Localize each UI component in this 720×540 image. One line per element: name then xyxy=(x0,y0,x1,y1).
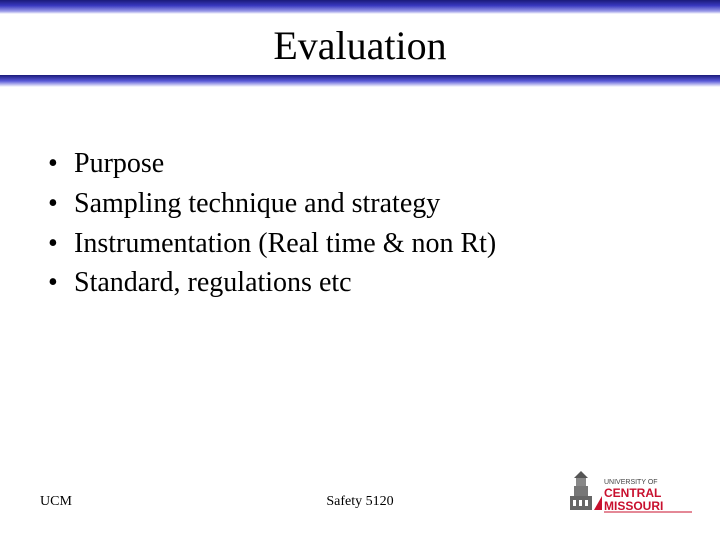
bullet-text: Instrumentation (Real time & non Rt) xyxy=(74,225,496,263)
slide-title: Evaluation xyxy=(0,22,720,69)
bullet-text: Purpose xyxy=(74,145,164,183)
footer-left-text: UCM xyxy=(40,494,72,510)
logo-line3: MISSOURI xyxy=(604,499,663,513)
bullet-dot-icon: • xyxy=(42,225,74,263)
title-underline-band xyxy=(0,75,720,87)
bullet-dot-icon: • xyxy=(42,264,74,302)
top-gradient-band xyxy=(0,0,720,14)
logo-line1: UNIVERSITY OF xyxy=(604,479,658,486)
bullet-dot-icon: • xyxy=(42,185,74,223)
bullet-dot-icon: • xyxy=(42,145,74,183)
logo-line2: CENTRAL xyxy=(604,486,661,500)
list-item: • Standard, regulations etc xyxy=(42,264,678,302)
list-item: • Purpose xyxy=(42,145,678,183)
list-item: • Instrumentation (Real time & non Rt) xyxy=(42,225,678,263)
footer: UCM Safety 5120 UNIVERSITY OF CENTRAL MI… xyxy=(0,470,720,514)
bullet-text: Sampling technique and strategy xyxy=(74,185,440,223)
title-area: Evaluation xyxy=(0,14,720,75)
bullet-list: • Purpose • Sampling technique and strat… xyxy=(42,145,678,302)
university-logo: UNIVERSITY OF CENTRAL MISSOURI xyxy=(564,470,694,514)
footer-center-text: Safety 5120 xyxy=(326,494,393,510)
logo-tower-icon xyxy=(570,471,592,510)
content-area: • Purpose • Sampling technique and strat… xyxy=(0,87,720,302)
list-item: • Sampling technique and strategy xyxy=(42,185,678,223)
bullet-text: Standard, regulations etc xyxy=(74,264,352,302)
logo-accent-icon xyxy=(594,496,602,510)
